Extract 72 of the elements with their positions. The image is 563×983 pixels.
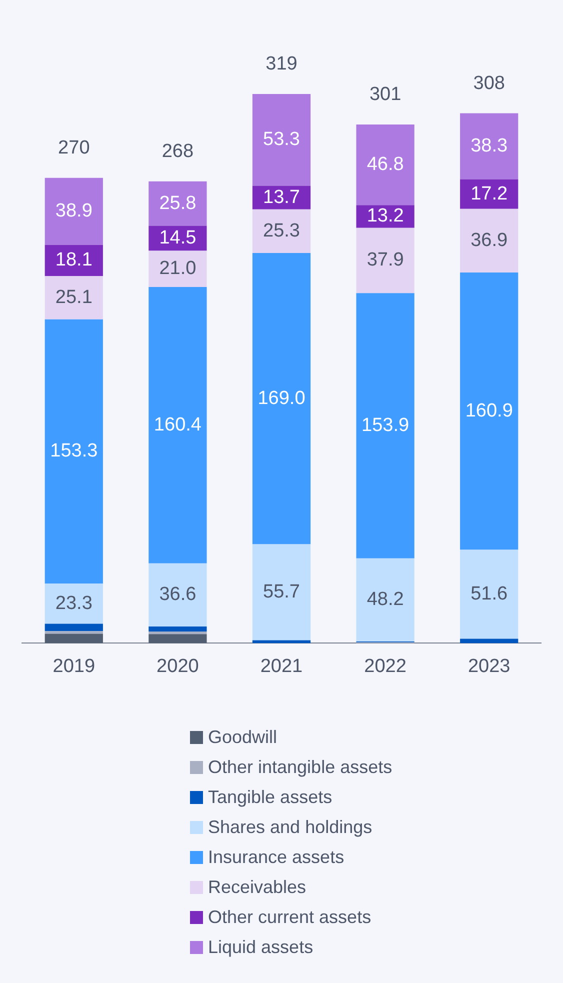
bar xyxy=(252,544,311,640)
legend-label: Shares and holdings xyxy=(208,816,372,838)
legend-label: Other intangible assets xyxy=(208,756,392,778)
bar xyxy=(148,563,207,626)
total-label: 308 xyxy=(473,72,505,94)
bar xyxy=(44,244,103,276)
total-label: 268 xyxy=(162,141,194,162)
bar xyxy=(44,276,103,320)
bar xyxy=(252,209,311,254)
legend-label: Other current assets xyxy=(208,906,372,928)
bar xyxy=(252,94,311,186)
data-label: 18.1 xyxy=(55,250,92,271)
data-label: 48.2 xyxy=(366,589,404,610)
data-label: 153.9 xyxy=(362,415,410,436)
data-label: 38.3 xyxy=(470,135,508,156)
x-tick-label: 2020 xyxy=(156,656,199,677)
legend-label: Tangible assets xyxy=(208,786,332,808)
x-tick-label: 2022 xyxy=(364,656,406,677)
data-label: 160.4 xyxy=(154,414,202,436)
bar xyxy=(148,631,207,634)
bar xyxy=(460,272,518,550)
bar xyxy=(44,624,103,632)
bar xyxy=(148,250,207,287)
bar xyxy=(148,626,207,632)
data-label: 25.3 xyxy=(263,220,300,242)
legend-label: Goodwill xyxy=(208,726,278,748)
bar xyxy=(356,293,414,558)
data-label: 13.7 xyxy=(263,186,300,208)
data-label: 36.9 xyxy=(470,230,508,251)
data-label: 21.0 xyxy=(159,258,196,280)
data-label: 25.8 xyxy=(159,192,196,214)
data-label: 46.8 xyxy=(366,154,404,176)
x-tick-label: 2021 xyxy=(260,656,303,677)
x-tick-label: 2023 xyxy=(468,656,510,677)
data-label: 53.3 xyxy=(263,129,300,150)
data-label: 160.9 xyxy=(465,400,513,422)
data-label: 17.2 xyxy=(470,183,508,204)
legend-label: Receivables xyxy=(208,876,306,898)
legend-label: Insurance assets xyxy=(208,846,344,868)
bar xyxy=(44,631,103,634)
data-label: 153.3 xyxy=(50,440,98,462)
bar xyxy=(460,179,518,209)
bar xyxy=(460,208,518,272)
legend-label: Liquid assets xyxy=(208,936,314,958)
data-label: 36.6 xyxy=(159,584,196,606)
bar xyxy=(460,113,518,180)
bar xyxy=(148,286,207,564)
data-label: 23.3 xyxy=(55,592,92,614)
bar xyxy=(44,634,103,644)
bar xyxy=(44,178,103,245)
bar xyxy=(44,584,103,624)
x-tick-label: 2019 xyxy=(52,656,96,677)
data-label: 13.2 xyxy=(366,206,404,227)
bar xyxy=(460,550,518,639)
bar xyxy=(356,228,414,294)
total-label: 270 xyxy=(58,138,90,159)
bar xyxy=(460,638,518,644)
bar xyxy=(356,558,414,642)
total-label: 301 xyxy=(369,84,402,106)
data-label: 14.5 xyxy=(159,228,196,249)
total-label: 319 xyxy=(266,54,298,75)
bar xyxy=(252,253,311,544)
bar xyxy=(44,319,103,584)
data-label: 169.0 xyxy=(258,388,306,409)
data-label: 55.7 xyxy=(263,582,300,603)
bar xyxy=(148,181,207,226)
data-label: 25.1 xyxy=(55,286,92,308)
bar xyxy=(148,634,207,644)
data-label: 37.9 xyxy=(366,250,404,271)
bar xyxy=(356,124,414,206)
data-label: 38.9 xyxy=(55,200,92,222)
data-label: 51.6 xyxy=(470,583,508,604)
